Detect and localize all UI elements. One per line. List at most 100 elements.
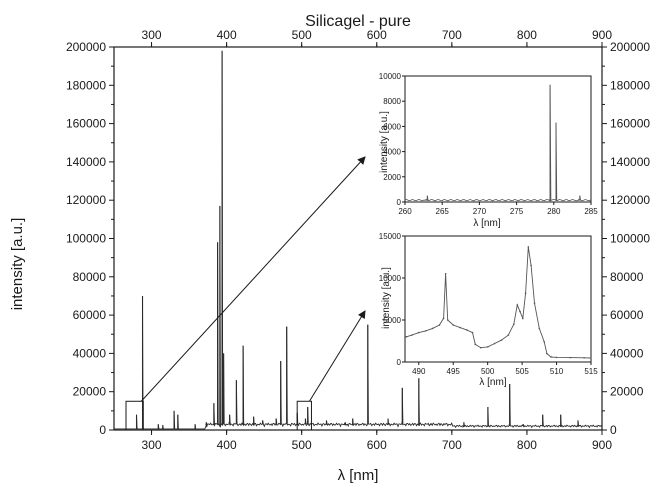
inset2-data-point <box>486 346 489 348</box>
zoom-arrow-1 <box>140 156 366 402</box>
inset2-data-point <box>507 334 510 336</box>
x-top-tick-label: 900 <box>592 28 612 42</box>
inset2-data-point <box>550 356 552 358</box>
inset-chart-bottom: 490 495 500 505 510 515 0 5000 10000 15000 <box>379 232 598 376</box>
y-right-tick-label: 40000 <box>610 346 644 360</box>
inset2-data-point <box>516 304 519 306</box>
inset2-x-label: λ [nm] <box>479 377 506 388</box>
inset2-y-tick-label: 0 <box>397 358 402 367</box>
inset1-spectrum-line <box>404 84 592 202</box>
y-axis-label: intensity [a.u.] <box>9 218 26 311</box>
inset2-data-point <box>513 323 515 326</box>
inset2-data-point <box>543 341 545 343</box>
y-right-tick-label: 180000 <box>610 78 650 92</box>
inset2-data-point <box>438 324 441 326</box>
inset2-x-tick-label: 490 <box>412 367 426 376</box>
inset2-x-tick-label: 495 <box>447 367 461 376</box>
y-tick-label: 0 <box>99 423 106 437</box>
x-top-tick-label: 500 <box>292 28 312 42</box>
y-tick-label: 180000 <box>66 78 106 92</box>
zoom-arrow-2 <box>309 310 366 402</box>
inset2-x-tick-label: 510 <box>550 367 564 376</box>
inset2-data-point <box>444 273 447 275</box>
y-tick-label: 40000 <box>73 346 107 360</box>
inset1-y-tick-label: 0 <box>397 198 402 207</box>
y-tick-label: 200000 <box>66 40 106 54</box>
y-right-tick-label: 80000 <box>610 270 644 284</box>
inset1-x-tick-label: 280 <box>547 207 561 216</box>
inset1-x-tick-label: 270 <box>473 207 487 216</box>
inset2-data-point <box>459 326 461 329</box>
zoom-box <box>296 400 312 431</box>
y-right-tick-label: 0 <box>610 423 617 437</box>
inset2-data-point <box>500 339 503 341</box>
inset2-data-point <box>519 310 521 313</box>
inset2-data-point <box>493 342 496 345</box>
inset2-data-point <box>524 292 527 294</box>
y-right-tick-label: 100000 <box>610 232 650 246</box>
y-tick-label: 60000 <box>73 308 107 322</box>
x-tick-label: 600 <box>367 438 387 452</box>
inset2-y-tick-label: 10000 <box>379 274 402 283</box>
x-tick-label: 300 <box>142 438 162 452</box>
inset2-data-point <box>442 317 445 320</box>
inset2-x-tick-label: 500 <box>481 367 495 376</box>
inset2-data-point <box>431 327 434 330</box>
inset1-frame <box>404 75 592 203</box>
inset2-data-point <box>533 302 536 305</box>
y-right-tick-label: 140000 <box>610 155 650 169</box>
y-tick-label: 120000 <box>66 193 106 207</box>
inset2-data-point <box>583 357 585 359</box>
x-top-tick-label: 400 <box>217 28 237 42</box>
x-top-tick-label: 800 <box>517 28 537 42</box>
inset1-y-tick-label: 6000 <box>383 122 401 131</box>
inset2-data-point <box>405 336 408 338</box>
inset1-x-tick-label: 285 <box>584 207 598 216</box>
inset1-y-tick-label: 4000 <box>383 148 401 157</box>
x-tick-label: 900 <box>592 438 612 452</box>
y-right-tick-label: 120000 <box>610 193 650 207</box>
inset2-data-point <box>411 334 413 336</box>
x-axis-label: λ [nm] <box>338 467 379 484</box>
inset2-data-point <box>530 264 532 267</box>
inset2-data-point <box>479 346 482 349</box>
inset2-data-point <box>527 246 530 248</box>
y-right-tick-label: 60000 <box>610 308 644 322</box>
inset2-data-point <box>546 352 548 355</box>
inset2-data-point <box>474 343 477 346</box>
x-top-tick-label: 600 <box>367 28 387 42</box>
y-right-tick-label: 200000 <box>610 40 650 54</box>
inset2-data-point <box>538 327 541 330</box>
y-tick-label: 140000 <box>66 155 106 169</box>
inset1-y-tick-label: 2000 <box>383 173 401 182</box>
inset2-data-point <box>417 331 420 334</box>
x-top-tick-label: 700 <box>442 28 462 42</box>
x-tick-label: 500 <box>292 438 312 452</box>
inset2-data-point <box>555 356 558 359</box>
inset1-x-tick-label: 260 <box>398 207 412 216</box>
y-tick-label: 20000 <box>73 385 107 399</box>
inset-chart-top: 260 265 270 275 280 285 0 2000 4000 6000 8000 10000 <box>379 72 598 216</box>
y-tick-label: 80000 <box>73 270 107 284</box>
x-tick-label: 700 <box>442 438 462 452</box>
inset2-x-tick-label: 515 <box>584 367 598 376</box>
inset1-x-tick-label: 265 <box>436 207 450 216</box>
inset1-x-tick-label: 275 <box>510 207 524 216</box>
inset1-y-tick-label: 8000 <box>383 97 401 106</box>
inset2-data-point <box>522 317 524 320</box>
y-right-tick-label: 160000 <box>610 117 650 131</box>
x-top-tick-label: 300 <box>142 28 162 42</box>
inset2-y-tick-label: 15000 <box>379 232 402 241</box>
inset2-y-label: intensity [a.u.] <box>381 267 392 329</box>
inset2-data-point <box>446 319 449 321</box>
inset2-frame <box>404 235 592 363</box>
inset2-data-point <box>569 356 572 359</box>
inset2-x-tick-label: 505 <box>515 367 529 376</box>
zoom-box <box>125 400 144 431</box>
x-tick-label: 800 <box>517 438 537 452</box>
y-tick-label: 100000 <box>66 232 106 246</box>
x-tick-label: 400 <box>217 438 237 452</box>
main-chart: 300 400 500 600 700 800 900 300 400 500 600 700 800 9… <box>66 28 650 452</box>
